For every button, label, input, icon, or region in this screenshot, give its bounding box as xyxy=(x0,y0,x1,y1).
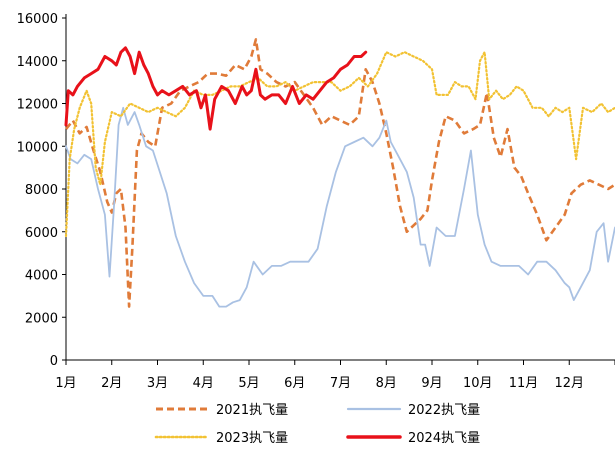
x-tick-label: 2月 xyxy=(101,376,122,391)
x-axis-ticks: 1月 2月 3月 4月 5月 6月 7月 8月 9月 10月 11月 12月 xyxy=(55,360,615,391)
x-tick-label: 9月 xyxy=(421,376,442,391)
x-tick-label: 3月 xyxy=(147,376,168,391)
y-tick-label: 10000 xyxy=(17,140,58,155)
legend-label-3: 2023执飞量 xyxy=(216,431,288,446)
x-tick-label: 10月 xyxy=(463,376,493,391)
x-tick-label: 4月 xyxy=(193,376,214,391)
legend: 2021执飞量 2022执飞量 2023执飞量 2024执飞量 xyxy=(154,403,480,446)
x-tick-label: 6月 xyxy=(284,376,305,391)
x-tick-label: 5月 xyxy=(238,376,259,391)
legend-label-2: 2022执飞量 xyxy=(408,403,480,418)
y-tick-label: 16000 xyxy=(17,12,58,27)
y-tick-label: 8000 xyxy=(25,183,58,198)
plot-area xyxy=(64,38,615,308)
series-line-1 xyxy=(64,38,615,308)
chart-axes xyxy=(65,14,615,361)
y-tick-label: 0 xyxy=(50,354,58,369)
series-line-3 xyxy=(64,51,615,238)
y-tick-label: 14000 xyxy=(17,55,58,70)
x-tick-label: 7月 xyxy=(330,376,351,391)
legend-label-4: 2024执飞量 xyxy=(408,431,480,446)
legend-label-1: 2021执飞量 xyxy=(216,403,288,418)
y-tick-label: 2000 xyxy=(25,311,58,326)
series-line-4 xyxy=(64,46,368,131)
x-tick-label: 12月 xyxy=(554,376,584,391)
x-tick-label: 1月 xyxy=(55,376,76,391)
y-tick-label: 4000 xyxy=(25,269,58,284)
y-axis-ticks: 0 2000 4000 6000 8000 10000 12000 14000 16000 xyxy=(17,12,66,369)
y-tick-label: 6000 xyxy=(25,226,58,241)
series-line-2 xyxy=(65,106,615,308)
x-tick-label: 11月 xyxy=(509,376,539,391)
x-tick-label: 8月 xyxy=(376,376,397,391)
y-tick-label: 12000 xyxy=(17,98,58,113)
